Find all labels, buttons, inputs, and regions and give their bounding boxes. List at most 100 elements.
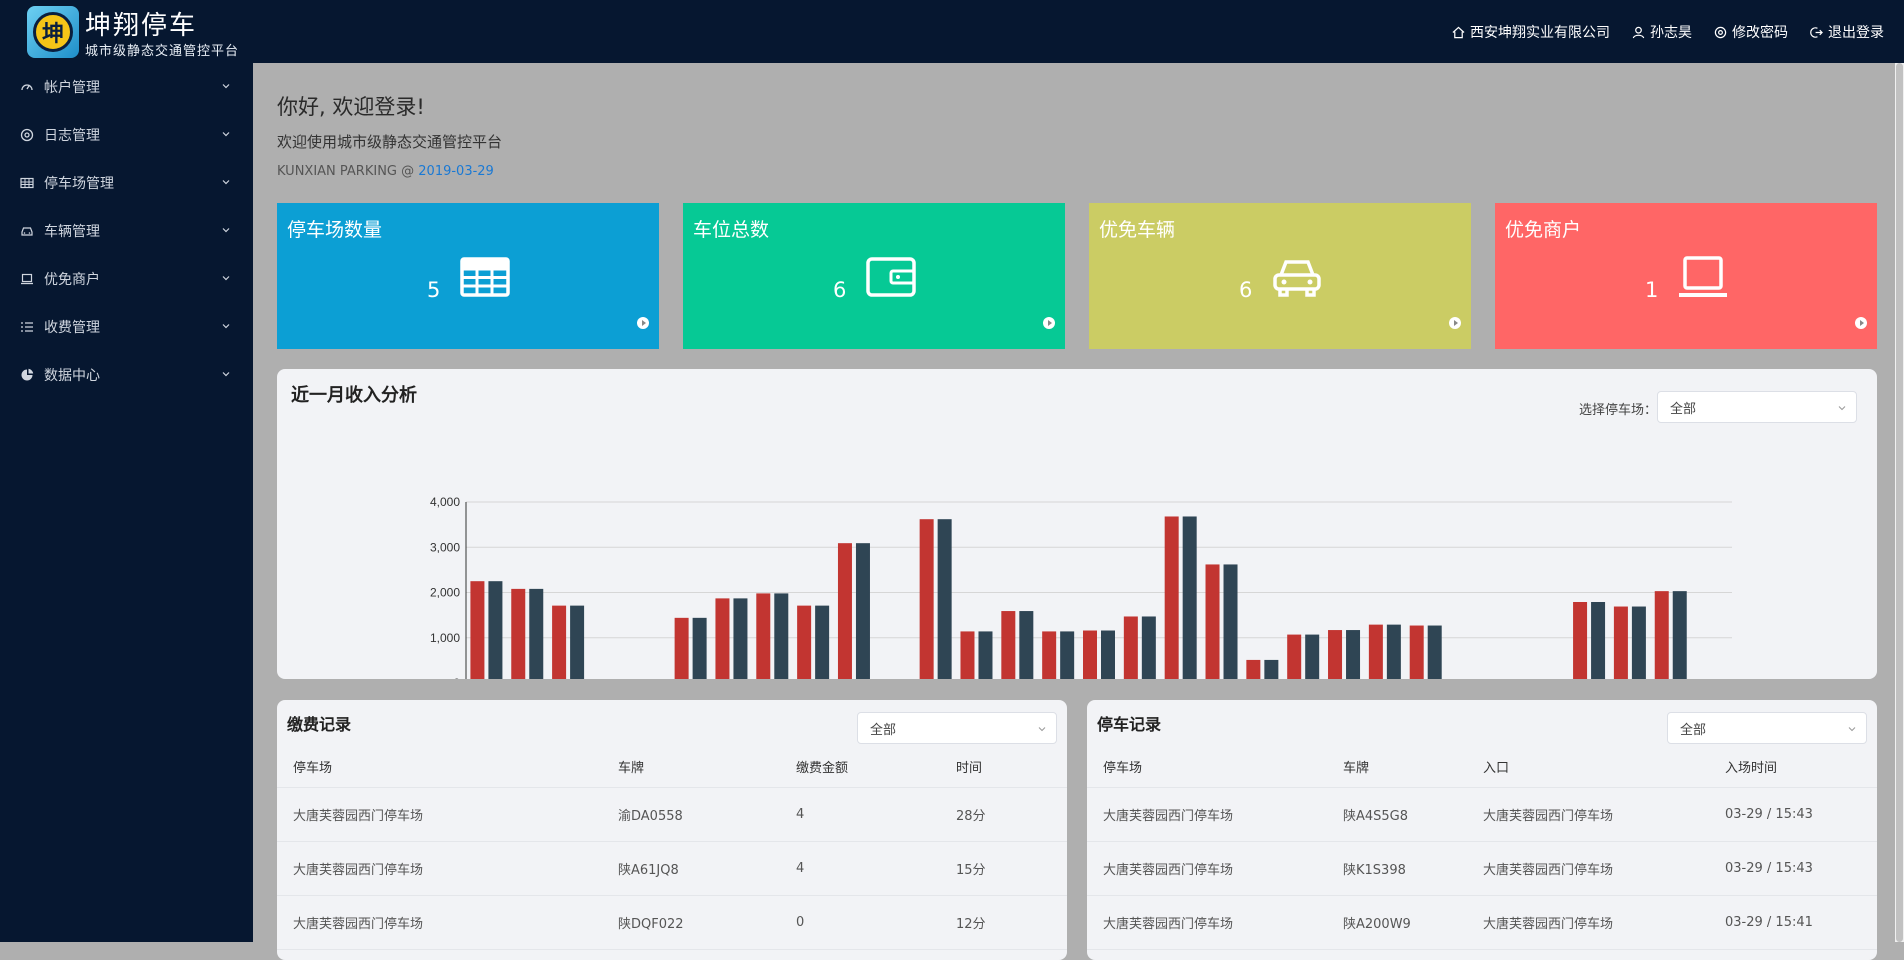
sidebar-item-vehicles[interactable]: 车辆管理 bbox=[0, 207, 253, 255]
chevron-down-icon bbox=[1038, 727, 1046, 732]
welcome-heading: 你好, 欢迎登录! bbox=[277, 95, 425, 119]
sidebar-item-logs[interactable]: 日志管理 bbox=[0, 111, 253, 159]
cell-entry-time: 03-29 / 15:43 bbox=[1709, 841, 1877, 896]
revenue-panel: 01,0002,0003,0004,0002019-02-272019-03-0… bbox=[277, 369, 1877, 679]
cell-plate: 渝DA0558 bbox=[602, 787, 780, 842]
chart-bar bbox=[1019, 611, 1034, 679]
table-header-row: 停车场 车牌 缴费金额 时间 bbox=[277, 747, 1067, 788]
chevron-down-icon bbox=[222, 372, 230, 377]
stat-card-merchants[interactable]: 优免商户 1 bbox=[1495, 203, 1877, 349]
chart-bar bbox=[733, 598, 748, 679]
table-row[interactable]: 大唐芙蓉园西门停车场 渝DA0558 4 28分 bbox=[277, 787, 1067, 842]
sidebar-item-billing[interactable]: 收费管理 bbox=[0, 303, 253, 351]
cell-time: 28分 bbox=[940, 787, 1067, 842]
table-row[interactable]: 大唐芙蓉园西门停车场 陕A4S5G8 大唐芙蓉园西门停车场 03-29 / 15… bbox=[1087, 787, 1877, 842]
chart-bar bbox=[797, 605, 812, 679]
chevron-down-icon bbox=[1848, 727, 1856, 732]
user-menu[interactable]: 孙志昊 bbox=[1632, 22, 1692, 42]
chart-bar bbox=[1042, 631, 1057, 679]
cell-plate: 陕DQF022 bbox=[602, 895, 780, 950]
table-row[interactable]: 大唐芙蓉园西门停车场 陕K1S398 大唐芙蓉园西门停车场 03-29 / 15… bbox=[1087, 841, 1877, 896]
sidebar-item-label: 收费管理 bbox=[44, 320, 100, 336]
arrow-right-icon[interactable] bbox=[637, 317, 649, 329]
chart-bar bbox=[1368, 624, 1383, 679]
sidebar-item-label: 优免商户 bbox=[44, 272, 100, 288]
stat-card-title: 优免车辆 bbox=[1099, 219, 1176, 241]
brand-subtitle: 城市级静态交通管控平台 bbox=[85, 44, 240, 59]
chevron-down-icon bbox=[222, 228, 230, 233]
sidebar-item-merchants[interactable]: 优免商户 bbox=[0, 255, 253, 303]
logout-label: 退出登录 bbox=[1828, 25, 1884, 41]
chart-bar bbox=[1386, 624, 1401, 679]
stat-card-spaces[interactable]: 车位总数 6 bbox=[683, 203, 1065, 349]
cell-lot: 大唐芙蓉园西门停车场 bbox=[1087, 787, 1327, 842]
stat-card-title: 停车场数量 bbox=[287, 219, 383, 241]
parking-lot-select[interactable]: 全部 bbox=[1667, 712, 1867, 744]
chart-bar bbox=[1328, 630, 1343, 679]
logout-icon bbox=[1810, 26, 1823, 38]
logout-button[interactable]: 退出登录 bbox=[1810, 22, 1884, 42]
wallet-icon bbox=[866, 257, 916, 297]
chart-bar bbox=[1264, 659, 1279, 679]
parking-records-panel: 停车记录 全部 停车场 车牌 入口 入场时间 大唐芙蓉园西门停车场 陕A4S5G… bbox=[1087, 700, 1877, 960]
stat-card-parking-lots[interactable]: 停车场数量 5 bbox=[277, 203, 659, 349]
table-row[interactable]: 大唐芙蓉园西门停车场 陕DQF022 0 12分 bbox=[277, 895, 1067, 950]
table-row[interactable]: 大唐芙蓉园西门停车场 陕A61JQ8 4 15分 bbox=[277, 841, 1067, 896]
cell-entrance: 大唐芙蓉园西门停车场 bbox=[1467, 787, 1709, 842]
page-scrollbar[interactable] bbox=[1895, 63, 1904, 942]
dashboard-icon bbox=[20, 80, 34, 94]
arrow-right-icon[interactable] bbox=[1449, 317, 1461, 329]
stat-card-title: 优免商户 bbox=[1505, 219, 1582, 241]
cell-plate: 陕A4S5G8 bbox=[1327, 787, 1467, 842]
parking-select-value: 全部 bbox=[1680, 722, 1707, 738]
cell-amount: 0 bbox=[780, 895, 940, 950]
revenue-bar-chart: 01,0002,0003,0004,0002019-02-272019-03-0… bbox=[430, 495, 1732, 679]
chevron-down-icon bbox=[1838, 406, 1846, 411]
chart-bar bbox=[919, 519, 934, 679]
main-content: 你好, 欢迎登录! 欢迎使用城市级静态交通管控平台 KUNXIAN PARKIN… bbox=[253, 63, 1904, 960]
list-icon bbox=[20, 320, 34, 334]
arrow-right-icon[interactable] bbox=[1043, 317, 1055, 329]
column-header: 车牌 bbox=[602, 747, 780, 788]
payment-lot-select[interactable]: 全部 bbox=[857, 712, 1057, 744]
table-row[interactable]: 大唐芙蓉园西门停车场 陕A200W9 大唐芙蓉园西门停车场 03-29 / 15… bbox=[1087, 895, 1877, 950]
sidebar-item-label: 日志管理 bbox=[44, 128, 100, 144]
chart-bar bbox=[1305, 634, 1320, 679]
app-logo[interactable]: 坤 bbox=[27, 6, 79, 58]
parking-select-label: 选择停车场： bbox=[1578, 403, 1657, 418]
column-header: 入口 bbox=[1467, 747, 1709, 788]
sidebar-item-parking-lots[interactable]: 停车场管理 bbox=[0, 159, 253, 207]
change-password-button[interactable]: 修改密码 bbox=[1714, 22, 1788, 42]
scrollbar-thumb[interactable] bbox=[1896, 63, 1903, 942]
sidebar-item-data-center[interactable]: 数据中心 bbox=[0, 351, 253, 399]
chart-bar bbox=[1631, 606, 1646, 679]
chart-bar bbox=[1141, 616, 1156, 679]
user-name: 孙志昊 bbox=[1650, 25, 1692, 41]
stat-card-vehicles[interactable]: 优免车辆 6 bbox=[1089, 203, 1471, 349]
meta-prefix: KUNXIAN PARKING @ bbox=[277, 164, 415, 179]
parking-select[interactable]: 全部 bbox=[1657, 391, 1857, 423]
settings-icon bbox=[20, 128, 34, 142]
chart-bar bbox=[937, 519, 952, 679]
y-tick-label: 4,000 bbox=[430, 495, 460, 509]
cell-entrance: 大唐芙蓉园西门停车场 bbox=[1467, 841, 1709, 896]
cell-time: 15分 bbox=[940, 841, 1067, 896]
arrow-right-icon[interactable] bbox=[1855, 317, 1867, 329]
chart-bar bbox=[1223, 564, 1238, 679]
stat-card-value: 5 bbox=[427, 278, 441, 302]
chart-bar bbox=[488, 581, 503, 679]
sidebar-item-label: 帐户管理 bbox=[44, 80, 100, 96]
company-link[interactable]: 西安坤翔实业有限公司 bbox=[1452, 22, 1610, 42]
company-name: 西安坤翔实业有限公司 bbox=[1470, 25, 1610, 41]
cell-lot: 大唐芙蓉园西门停车场 bbox=[1087, 841, 1327, 896]
chart-bar bbox=[1205, 564, 1220, 679]
chart-bar bbox=[529, 588, 544, 679]
chart-bar bbox=[1101, 630, 1115, 679]
sidebar-item-label: 数据中心 bbox=[44, 368, 100, 384]
sidebar-item-accounts[interactable]: 帐户管理 bbox=[0, 63, 253, 111]
chart-bar bbox=[1613, 606, 1628, 679]
cell-lot: 大唐芙蓉园西门停车场 bbox=[277, 841, 602, 896]
stat-card-value: 1 bbox=[1645, 278, 1659, 302]
chart-bar bbox=[692, 617, 707, 679]
chart-bar bbox=[1591, 602, 1606, 679]
